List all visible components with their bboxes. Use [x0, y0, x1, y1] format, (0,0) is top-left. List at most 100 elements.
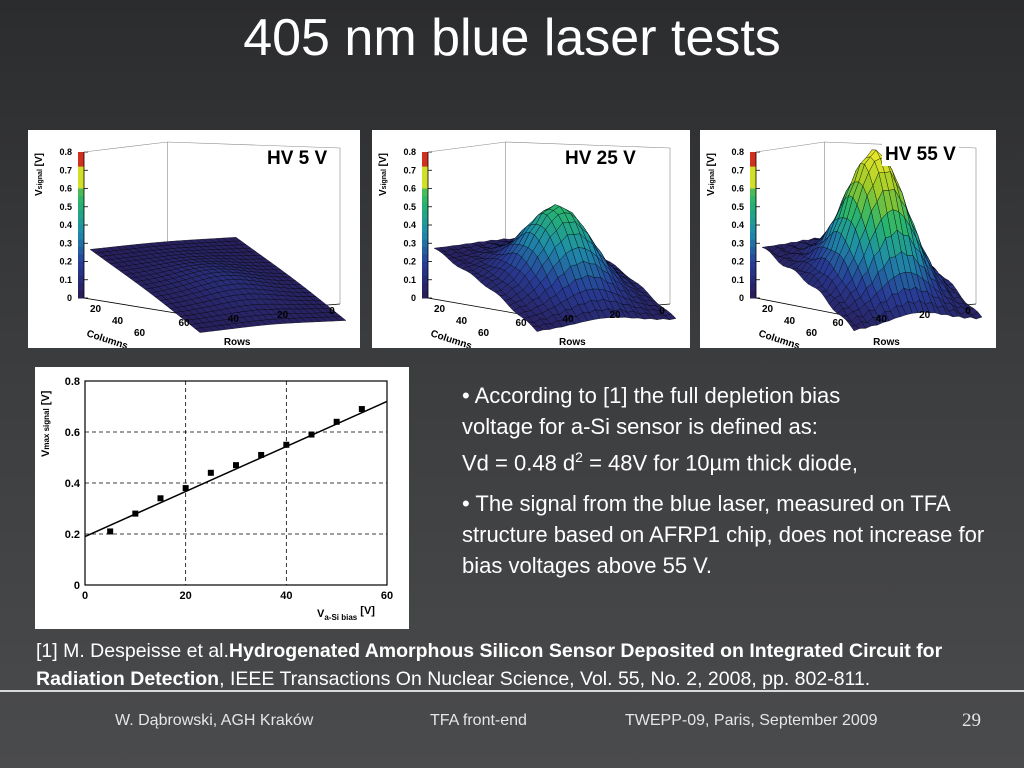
columns-tick-label: 20 — [762, 304, 774, 315]
rows-tick-label: 60 — [515, 318, 527, 329]
rows-axis-label: Rows — [224, 337, 251, 348]
surface-cell — [194, 327, 208, 333]
plot-frame-back — [83, 141, 341, 304]
columns-axis-label: Columns — [85, 328, 130, 348]
z-tick-label: 0 — [739, 293, 744, 303]
color-scale-step — [750, 159, 756, 168]
color-scale-step — [78, 246, 84, 255]
x-tick-label: 60 — [381, 590, 393, 602]
color-scale-step — [78, 268, 84, 277]
z-tick-label: 0 — [411, 293, 416, 303]
bullet-1-line-1: • According to [1] the full depletion bi… — [462, 383, 841, 408]
columns-tick-label: 40 — [112, 316, 124, 327]
z-tick-label: 0.5 — [59, 202, 72, 212]
data-point — [308, 431, 315, 438]
z-tick-label: 0.7 — [731, 165, 744, 175]
color-scale-step — [422, 217, 428, 226]
fit-line — [84, 400, 388, 538]
color-scale-bar — [750, 152, 756, 299]
surface-cell — [531, 326, 544, 332]
z-axis-label: Vsignal [V] — [34, 153, 45, 196]
z-tick-label: 0.1 — [731, 275, 744, 285]
color-scale-step — [750, 195, 756, 204]
footer-topic: TFA front-end — [430, 712, 527, 729]
x-tick-label: 0 — [82, 590, 88, 602]
color-scale-step — [78, 261, 84, 270]
rows-tick-label: 60 — [178, 318, 190, 329]
color-scale-step — [422, 246, 428, 255]
z-tick-label: 0 — [67, 293, 72, 303]
color-scale-step — [750, 173, 756, 182]
z-tick-label: 0.7 — [403, 165, 416, 175]
footer-author: W. Dąbrowski, AGH Kraków — [115, 712, 314, 729]
z-tick-label: 0.2 — [59, 257, 72, 267]
color-scale-step — [422, 225, 428, 233]
y-tick-label: 0 — [74, 580, 80, 592]
z-tick-label: 0.5 — [403, 202, 416, 212]
formula-exponent: 2 — [575, 449, 583, 465]
bullet-1-formula-rest: = 48V for 10µm thick diode, — [582, 450, 858, 476]
surface-mesh — [89, 237, 347, 333]
surface-plot-hv5-graphic: 0.8 0.7 0.6 0.5 0.4 0.3 0.2 0.1 0 Vsignal [V] 20 40… — [34, 141, 347, 348]
footer-event: TWEPP-09, Paris, September 2009 — [625, 712, 878, 729]
color-scale-step — [422, 290, 428, 299]
color-scale-step — [78, 290, 84, 299]
footer-divider — [0, 690, 1024, 692]
color-scale-step — [750, 246, 756, 255]
z-tick-label: 0.8 — [59, 147, 72, 157]
color-scale-step — [78, 203, 84, 211]
rows-tick-label: 0 — [659, 306, 665, 317]
data-point — [132, 510, 139, 517]
color-scale-step — [78, 166, 84, 175]
color-scale-step — [750, 166, 756, 175]
color-scale-step — [78, 283, 84, 292]
x-axis-label: Va-Si bias [V] — [317, 605, 375, 622]
surface-plot-hv55: 0.8 0.7 0.6 0.5 0.4 0.3 0.2 0.1 0 Vsignal [V] 20 40… — [700, 130, 996, 348]
data-point — [107, 528, 114, 535]
z-tick-label: 0.5 — [731, 202, 744, 212]
color-scale-step — [422, 203, 428, 211]
color-scale-step — [422, 268, 428, 277]
color-scale-step — [750, 239, 756, 248]
columns-tick-label: 40 — [784, 316, 796, 327]
color-scale-step — [750, 210, 756, 219]
z-tick-label: 0.1 — [403, 275, 416, 285]
color-scale-step — [750, 181, 756, 189]
surface-mesh — [433, 204, 677, 332]
color-scale-step — [78, 173, 84, 182]
bullet-1-line-2: voltage for a-Si sensor is defined as: — [462, 414, 818, 439]
reference-prefix: [1] M. Despeisse et al. — [36, 640, 229, 662]
bullet-1-formula: Vd = 0.48 d — [462, 450, 576, 476]
color-scale-step — [750, 254, 756, 262]
surface-plot-hv55-graphic: 0.8 0.7 0.6 0.5 0.4 0.3 0.2 0.1 0 Vsignal [V] 20 40… — [706, 141, 983, 348]
color-scale-step — [78, 276, 84, 284]
color-scale-bar — [78, 152, 84, 299]
columns-axis-label: Columns — [757, 328, 802, 348]
columns-tick-label: 20 — [434, 304, 446, 315]
rows-tick-label: 0 — [329, 306, 335, 317]
z-tick-label: 0.3 — [59, 238, 72, 248]
color-scale-step — [78, 181, 84, 189]
color-scale-step — [750, 217, 756, 226]
color-scale-step — [78, 254, 84, 262]
plot-frame-back — [427, 141, 671, 304]
bullet-depletion: • According to [1] the full depletion bi… — [462, 380, 1002, 478]
data-point — [182, 485, 189, 492]
z-tick-label: 0.8 — [403, 147, 416, 157]
hv5-label: HV 5 V — [264, 148, 331, 170]
rows-tick-label: 40 — [876, 314, 888, 325]
data-point — [157, 495, 164, 502]
color-scale-step — [750, 283, 756, 292]
color-scale-step — [422, 188, 428, 197]
rows-tick-label: 60 — [832, 318, 844, 329]
surface-mesh — [761, 149, 983, 332]
z-axis-label: Vsignal [V] — [706, 153, 717, 196]
z-tick-label: 0.6 — [731, 184, 744, 194]
rows-axis-label: Rows — [559, 337, 586, 348]
color-scale-step — [78, 152, 84, 160]
color-scale-step — [750, 276, 756, 284]
rows-tick-label: 20 — [277, 310, 289, 321]
color-scale-step — [422, 276, 428, 284]
color-scale-step — [750, 290, 756, 299]
surface-plot-hv25: 0.8 0.7 0.6 0.5 0.4 0.3 0.2 0.1 0 Vsignal [V] 20 40… — [372, 130, 690, 348]
